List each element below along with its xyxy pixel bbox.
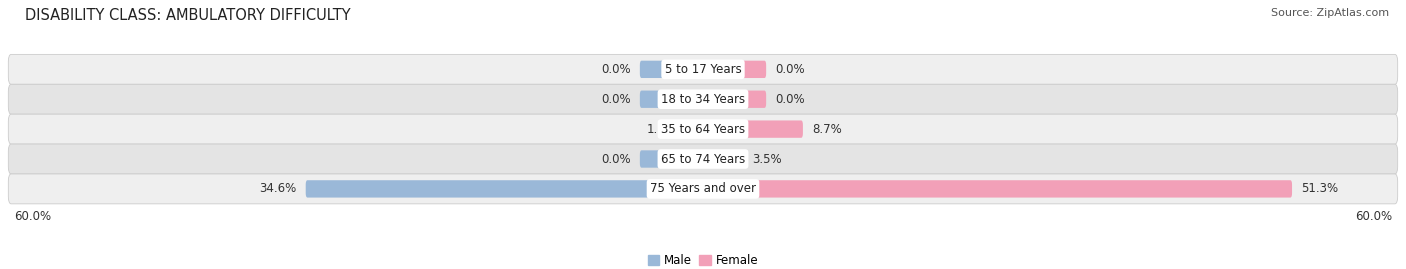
Text: Source: ZipAtlas.com: Source: ZipAtlas.com [1271,8,1389,18]
FancyBboxPatch shape [8,144,1398,174]
FancyBboxPatch shape [703,91,766,108]
FancyBboxPatch shape [8,54,1398,84]
FancyBboxPatch shape [8,84,1398,114]
Text: 35 to 64 Years: 35 to 64 Years [661,123,745,136]
FancyBboxPatch shape [703,121,803,138]
Text: 0.0%: 0.0% [600,63,631,76]
Text: 8.7%: 8.7% [813,123,842,136]
Text: 65 to 74 Years: 65 to 74 Years [661,153,745,165]
Text: 5 to 17 Years: 5 to 17 Years [665,63,741,76]
FancyBboxPatch shape [305,180,703,197]
FancyBboxPatch shape [640,150,703,168]
Text: 18 to 34 Years: 18 to 34 Years [661,93,745,106]
Text: DISABILITY CLASS: AMBULATORY DIFFICULTY: DISABILITY CLASS: AMBULATORY DIFFICULTY [25,8,352,23]
FancyBboxPatch shape [8,174,1398,204]
FancyBboxPatch shape [640,61,703,78]
FancyBboxPatch shape [8,114,1398,144]
Text: 0.0%: 0.0% [775,63,806,76]
Text: 1.5%: 1.5% [647,123,676,136]
Text: 0.0%: 0.0% [600,153,631,165]
FancyBboxPatch shape [640,91,703,108]
FancyBboxPatch shape [703,61,766,78]
FancyBboxPatch shape [703,180,1292,197]
Text: 0.0%: 0.0% [775,93,806,106]
FancyBboxPatch shape [703,150,744,168]
Text: 0.0%: 0.0% [600,93,631,106]
Text: 51.3%: 51.3% [1301,182,1339,195]
Text: 3.5%: 3.5% [752,153,782,165]
Text: 75 Years and over: 75 Years and over [650,182,756,195]
Text: 34.6%: 34.6% [259,182,297,195]
Legend: Male, Female: Male, Female [643,249,763,269]
FancyBboxPatch shape [686,121,703,138]
Text: 60.0%: 60.0% [1355,210,1392,224]
Text: 60.0%: 60.0% [14,210,51,224]
